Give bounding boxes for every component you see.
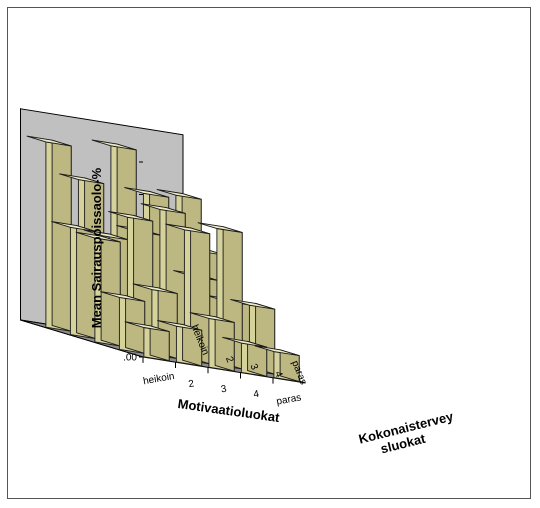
x-tick-label: 2 xyxy=(188,378,196,390)
y-axis-title: Mean Sairauspoissaolo-% xyxy=(89,167,104,328)
x-axis: heikoin 2 3 4 paras xyxy=(142,357,302,408)
x-tick-label: 3 xyxy=(220,384,228,396)
bar xyxy=(222,336,268,378)
bar-top-face xyxy=(132,283,178,295)
x-axis-title: Motivaatioluokat xyxy=(177,396,281,425)
bar xyxy=(157,319,203,367)
bar xyxy=(26,135,72,332)
bar-top-face xyxy=(83,229,129,241)
bar-top-face xyxy=(189,312,235,323)
bar-top-face xyxy=(124,187,169,198)
y-tick-label: .00 xyxy=(123,353,137,364)
bar xyxy=(189,312,235,372)
bar-top-face xyxy=(254,345,300,357)
bar-top-face xyxy=(75,231,121,243)
bar xyxy=(51,221,97,340)
bar-top-face xyxy=(157,319,202,331)
z-tick-label: 2 xyxy=(223,355,235,365)
bar-top-face xyxy=(165,223,210,235)
x-tick-label: heikoin xyxy=(142,371,175,387)
bar-top-face xyxy=(140,203,186,214)
bar xyxy=(254,345,300,383)
bar-top-face xyxy=(230,298,275,310)
x-tick-label: 4 xyxy=(253,389,261,401)
bar-top-face xyxy=(51,221,96,232)
bar-side-face xyxy=(51,139,72,332)
z-tick-label: 4 xyxy=(272,370,284,380)
bar-top-face xyxy=(26,135,72,147)
bar-top-face xyxy=(91,139,137,151)
bar-top-face xyxy=(100,291,145,302)
bar xyxy=(124,321,170,362)
bar-top-face xyxy=(108,210,153,222)
bar-top-face xyxy=(156,188,202,200)
bar-top-face xyxy=(59,173,104,185)
bar-top-face xyxy=(124,321,170,333)
bar-top-face xyxy=(197,222,243,233)
bar xyxy=(75,231,121,347)
bar-top-face xyxy=(222,336,267,348)
bars-group xyxy=(26,135,300,383)
x-tick-label: paras xyxy=(276,392,303,407)
z-tick-label: 3 xyxy=(247,362,259,372)
